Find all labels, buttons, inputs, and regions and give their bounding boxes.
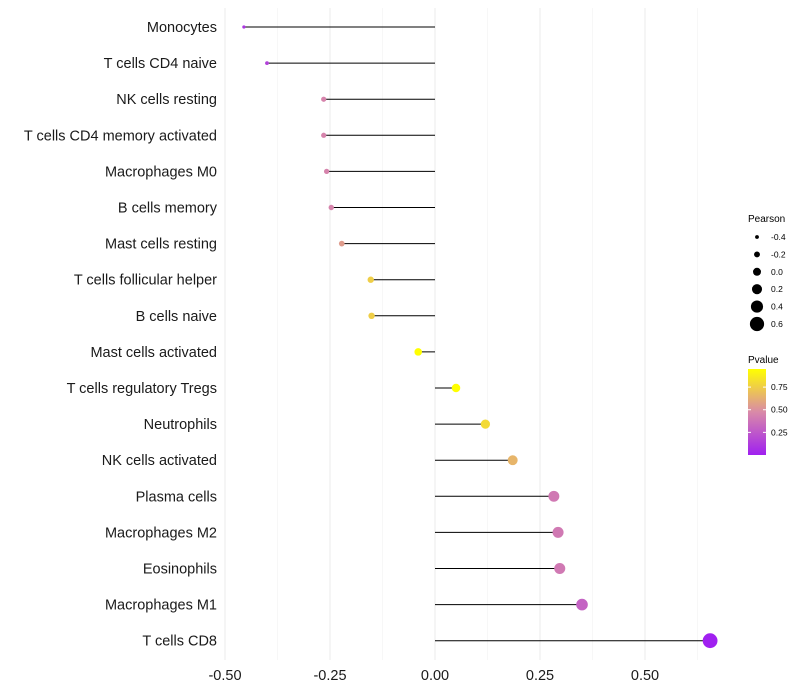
data-point (242, 25, 246, 29)
y-tick-label: Eosinophils (143, 562, 217, 578)
y-tick-label: B cells naive (136, 309, 217, 325)
data-point (323, 168, 330, 175)
x-tick-label: -0.25 (313, 668, 346, 684)
y-tick-label: Macrophages M1 (105, 598, 217, 614)
color-legend-label: 0.75 (771, 382, 788, 392)
y-tick-label: Mast cells resting (105, 237, 217, 253)
color-legend-label: 0.50 (771, 405, 788, 415)
x-tick-label: 0.25 (526, 668, 554, 684)
y-tick-label: T cells CD8 (142, 634, 217, 650)
data-point (368, 312, 375, 320)
data-point (328, 204, 334, 211)
data-point (480, 419, 491, 429)
color-legend-title: Pvalue (748, 355, 779, 366)
y-tick-label: NK cells resting (116, 92, 217, 108)
y-tick-label: Neutrophils (144, 417, 217, 433)
color-legend-label: 0.25 (771, 427, 788, 437)
y-tick-label: Monocytes (147, 20, 217, 36)
size-legend-key (753, 267, 761, 276)
size-legend-key (755, 235, 759, 239)
size-legend-label: -0.2 (771, 249, 786, 259)
size-legend-label: 0.6 (771, 319, 783, 329)
size-legend-key (751, 284, 763, 295)
data-point (552, 526, 564, 538)
size-legend-label: 0.4 (771, 302, 783, 312)
data-point (702, 633, 718, 649)
x-tick-labels: -0.50 -0.25 0.00 0.25 0.50 (208, 668, 659, 684)
size-legend-label: 0.2 (771, 284, 783, 294)
data-point (507, 455, 518, 466)
data-point (576, 598, 588, 611)
size-legend-items: -0.4 -0.2 0.0 0.2 0.4 0.6 (749, 232, 786, 332)
x-tick-label: 0.00 (421, 668, 449, 684)
data-point (321, 132, 327, 138)
data-point (554, 562, 566, 575)
size-legend-title: Pearson (748, 214, 785, 225)
data-point (321, 96, 327, 102)
stems (243, 26, 711, 642)
size-legend-key (754, 251, 760, 258)
y-tick-label: Mast cells activated (90, 345, 217, 361)
y-tick-label: NK cells activated (102, 453, 217, 469)
x-tick-label: -0.50 (208, 668, 241, 684)
size-legend-key (749, 316, 765, 332)
data-point (367, 276, 374, 283)
y-tick-labels: Monocytes T cells CD4 naive NK cells resti… (24, 20, 218, 650)
data-point (548, 490, 560, 502)
y-tick-label: T cells CD4 naive (104, 56, 217, 72)
y-tick-label: T cells regulatory Tregs (67, 381, 217, 397)
legends: Pearson -0.4 -0.2 0.0 0.2 0.4 0.6 Pvalue 0.25… (748, 214, 788, 455)
data-point (414, 348, 422, 356)
points (242, 25, 718, 649)
x-tick-label: 0.50 (631, 668, 659, 684)
y-tick-label: Macrophages M2 (105, 525, 217, 541)
y-tick-label: Plasma cells (136, 489, 217, 505)
size-legend-label: 0.0 (771, 267, 783, 277)
y-tick-label: T cells CD4 memory activated (24, 128, 217, 144)
data-point (451, 383, 461, 393)
y-tick-label: T cells follicular helper (74, 273, 217, 289)
data-point (338, 240, 345, 247)
y-tick-label: Macrophages M0 (105, 164, 217, 180)
grid-lines (224, 8, 698, 660)
color-legend-ticks: 0.25 0.50 0.75 (748, 382, 788, 437)
size-legend-key (750, 300, 764, 313)
data-point (265, 61, 269, 66)
size-legend-label: -0.4 (771, 232, 786, 242)
y-tick-label: B cells memory (118, 201, 218, 217)
color-legend-bar (748, 369, 766, 455)
